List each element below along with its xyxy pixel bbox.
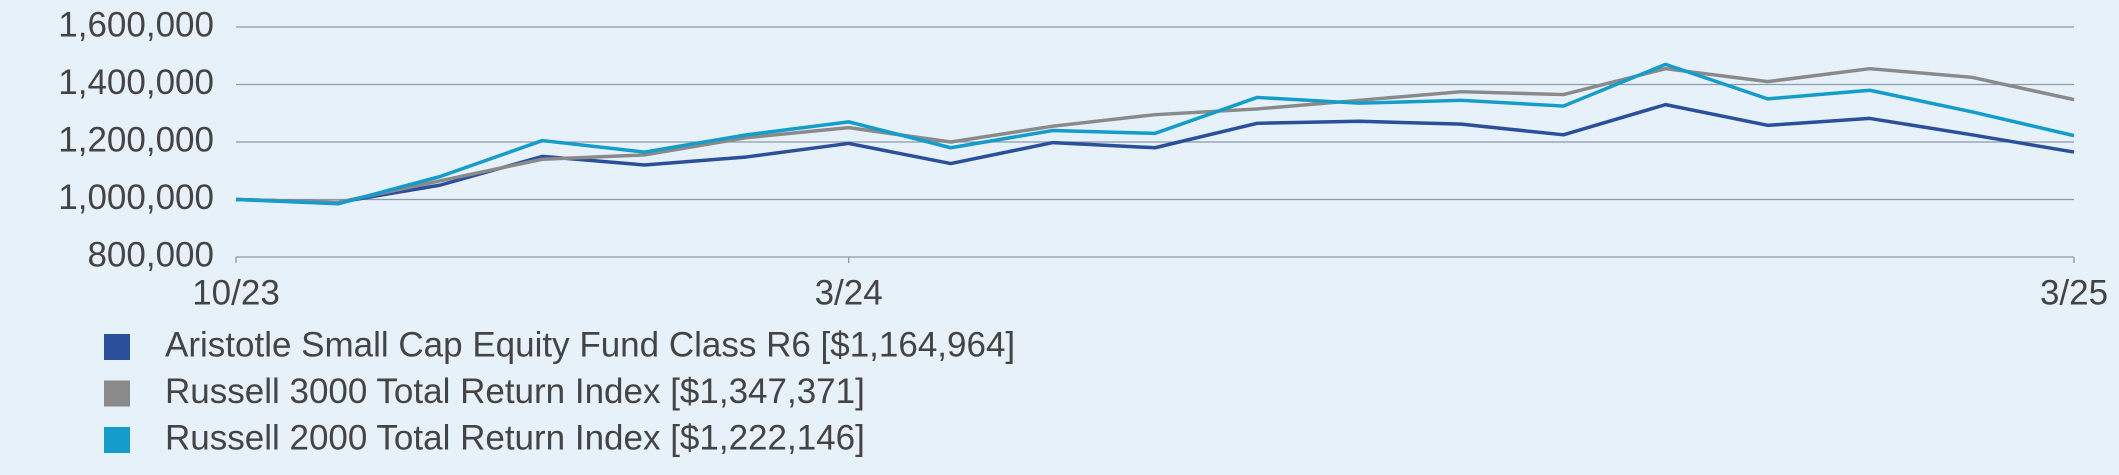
series-line [235,66,2075,205]
legend-label: Russell 3000 Total Return Index [$1,347,… [165,372,865,411]
x-tick-label: 3/24 [815,273,883,312]
legend-label: Aristotle Small Cap Equity Fund Class R6… [165,325,1015,364]
legend-swatch [104,380,130,407]
legend-label: Russell 2000 Total Return Index [$1,222,… [165,418,865,457]
legend-swatch [104,427,130,453]
y-tick-label: 1,400,000 [58,63,214,102]
y-tick-label: 800,000 [87,235,214,274]
y-tick-label: 1,000,000 [58,178,214,217]
y-tick-label: 1,200,000 [58,120,214,159]
y-tick-label: 1,600,000 [58,5,214,44]
series-line [235,102,2075,205]
series-line [235,62,2075,206]
x-tick-label: 10/23 [192,273,280,312]
legend-swatch [104,334,130,360]
x-tick-label: 3/25 [2040,273,2108,312]
